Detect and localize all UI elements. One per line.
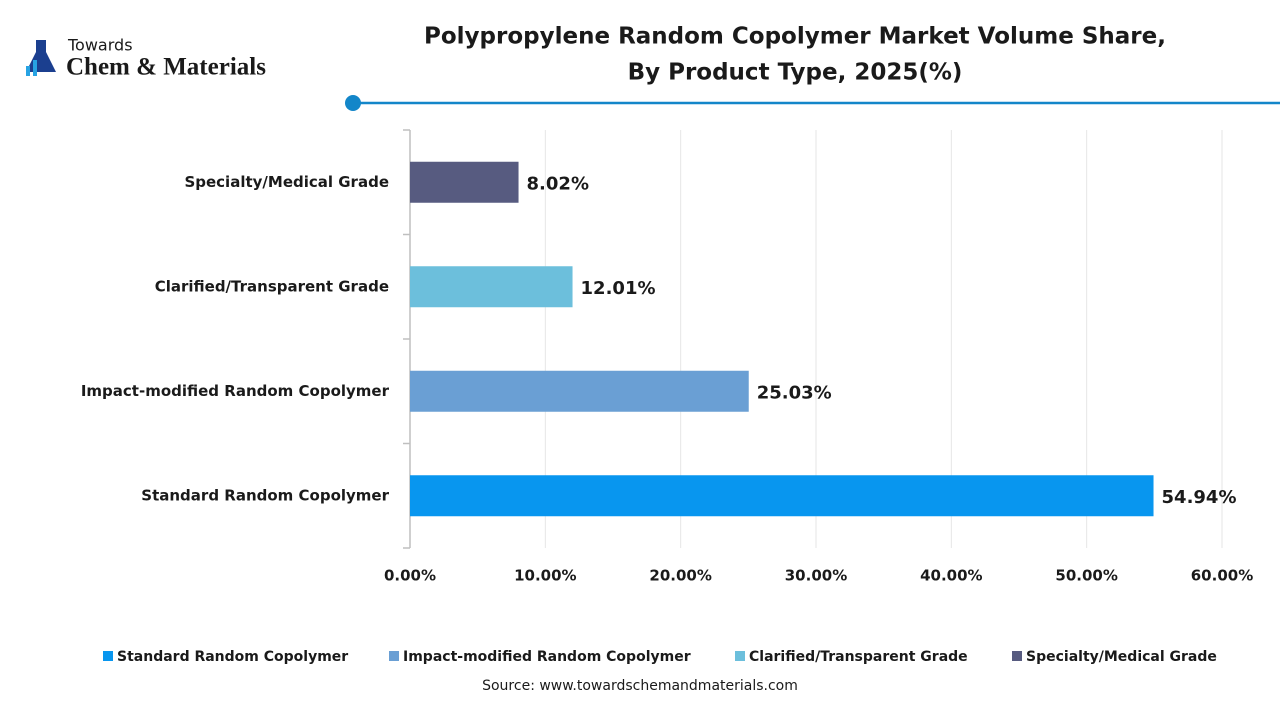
bar <box>410 161 519 203</box>
logo: Towards Chem & Materials <box>26 36 266 81</box>
header-divider-dot <box>345 95 361 111</box>
value-label: 25.03% <box>757 382 832 403</box>
legend-swatch <box>103 651 113 661</box>
legend-label: Impact-modified Random Copolymer <box>403 649 691 665</box>
x-tick-label: 40.00% <box>920 567 982 585</box>
logo-name: Chem & Materials <box>66 54 266 81</box>
chart-title: Polypropylene Random Copolymer Market Vo… <box>424 24 1166 50</box>
bar <box>410 266 573 308</box>
value-label: 12.01% <box>581 278 656 299</box>
legend-label: Clarified/Transparent Grade <box>749 649 968 665</box>
value-label: 54.94% <box>1162 487 1237 508</box>
y-tick-label: Impact-modified Random Copolymer <box>81 382 390 400</box>
legend-swatch <box>735 651 745 661</box>
legend-swatch <box>1012 651 1022 661</box>
y-tick-label: Clarified/Transparent Grade <box>155 277 389 295</box>
logo-icon <box>26 66 30 76</box>
x-tick-label: 10.00% <box>514 567 576 585</box>
bar <box>410 370 749 412</box>
bar <box>410 475 1154 517</box>
x-tick-label: 20.00% <box>649 567 711 585</box>
source: Source: www.towardschemandmaterials.com <box>482 678 798 694</box>
x-tick-label: 0.00% <box>384 567 436 585</box>
x-tick-label: 60.00% <box>1191 567 1253 585</box>
legend-label: Standard Random Copolymer <box>117 649 348 665</box>
logo-top: Towards <box>67 36 133 55</box>
x-tick-label: 30.00% <box>785 567 847 585</box>
chart-title: By Product Type, 2025(%) <box>628 60 963 86</box>
value-label: 8.02% <box>527 173 589 194</box>
legend-swatch <box>389 651 399 661</box>
legend-label: Specialty/Medical Grade <box>1026 649 1217 665</box>
logo-icon <box>33 60 37 76</box>
y-tick-label: Specialty/Medical Grade <box>184 173 389 191</box>
x-tick-label: 50.00% <box>1055 567 1117 585</box>
y-tick-label: Standard Random Copolymer <box>141 486 389 504</box>
